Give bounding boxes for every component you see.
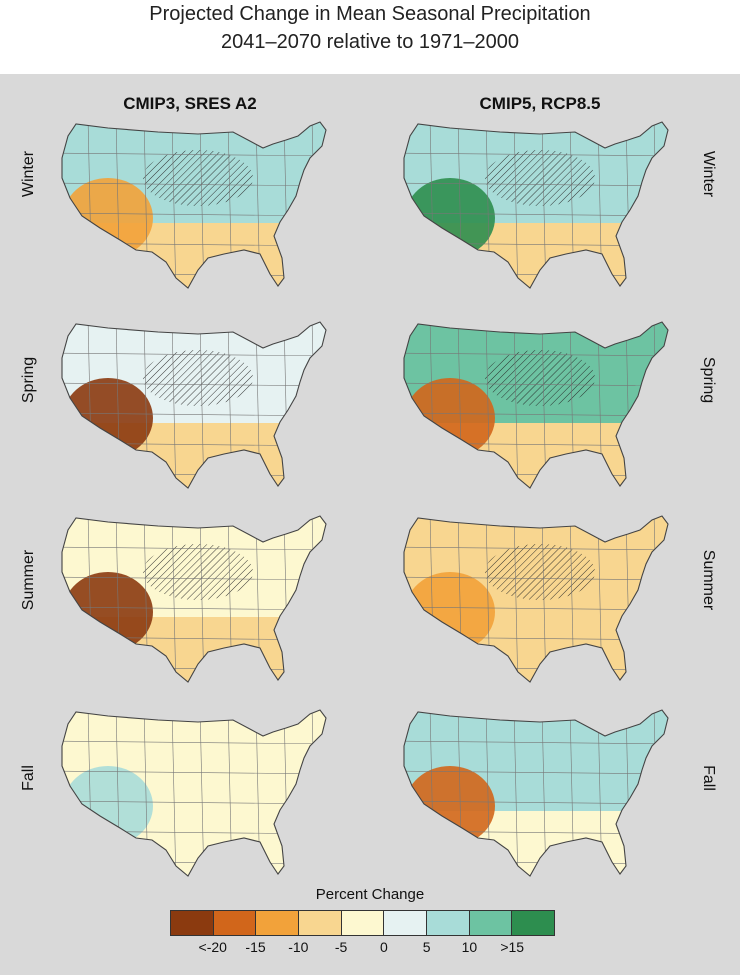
- legend-swatch: [427, 911, 470, 935]
- legend-swatch: [470, 911, 513, 935]
- map-cmip3-summer: [48, 512, 338, 692]
- figure-subtitle: 2041–2070 relative to 1971–2000: [0, 31, 740, 54]
- map-cmip5-winter: [390, 118, 680, 298]
- legend-tick-label: 5: [423, 939, 431, 955]
- legend-swatch: [299, 911, 342, 935]
- map-region-accent: [405, 378, 495, 458]
- season-label-winter-right: Winter: [693, 114, 723, 234]
- column-header-cmip5: CMIP5, RCP8.5: [390, 94, 690, 114]
- column-header-cmip3: CMIP3, SRES A2: [40, 94, 340, 114]
- map-region-accent: [63, 378, 153, 458]
- figure-title: Projected Change in Mean Seasonal Precip…: [0, 3, 740, 26]
- legend-swatch: [384, 911, 427, 935]
- map-cmip5-fall: [390, 706, 680, 886]
- map-region-accent: [63, 178, 153, 258]
- season-label-summer-left: Summer: [14, 520, 44, 640]
- legend-tick-label: 0: [380, 939, 388, 955]
- map-region-accent: [63, 766, 153, 846]
- legend-swatch: [171, 911, 214, 935]
- legend-tick-label: >15: [500, 939, 524, 955]
- legend-tick-label: <-20: [199, 939, 227, 955]
- map-region-accent: [63, 572, 153, 652]
- map-cmip3-winter: [48, 118, 338, 298]
- legend-tick-label: -5: [335, 939, 347, 955]
- map-cmip5-summer: [390, 512, 680, 692]
- legend-tick-label: -10: [288, 939, 308, 955]
- season-label-winter-left: Winter: [14, 114, 44, 234]
- map-cmip3-spring: [48, 318, 338, 498]
- season-label-spring-right: Spring: [693, 320, 723, 440]
- legend-swatch: [342, 911, 385, 935]
- map-region-accent: [405, 572, 495, 652]
- map-region-accent: [405, 766, 495, 846]
- season-label-fall-right: Fall: [693, 718, 723, 838]
- legend-tick-label: 10: [462, 939, 478, 955]
- legend-tick-label: -15: [245, 939, 265, 955]
- legend-swatch: [512, 911, 554, 935]
- map-cmip5-spring: [390, 318, 680, 498]
- season-label-summer-right: Summer: [693, 520, 723, 640]
- legend-title: Percent Change: [0, 886, 740, 903]
- map-cmip3-fall: [48, 706, 338, 886]
- legend-swatch: [256, 911, 299, 935]
- legend-color-bar: [170, 910, 555, 936]
- season-label-spring-left: Spring: [14, 320, 44, 440]
- season-label-fall-left: Fall: [14, 718, 44, 838]
- legend-swatch: [214, 911, 257, 935]
- map-region-accent: [405, 178, 495, 258]
